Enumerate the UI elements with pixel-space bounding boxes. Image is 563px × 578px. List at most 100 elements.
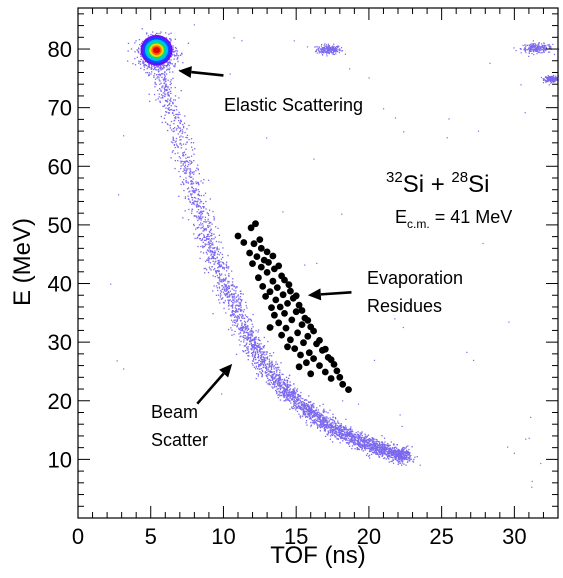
- beam-scatter-dot: [251, 339, 253, 341]
- beam-scatter-dot: [295, 389, 298, 391]
- beam-scatter-dot: [226, 287, 228, 289]
- background-dot: [549, 45, 551, 47]
- residue-point: [257, 244, 265, 252]
- beam-scatter-dot: [287, 398, 289, 400]
- beam-scatter-dot: [405, 447, 407, 449]
- beam-scatter-dot: [167, 79, 169, 81]
- beam-scatter-dot: [229, 299, 231, 301]
- beam-scatter-dot: [384, 448, 386, 450]
- beam-scatter-dot: [330, 427, 332, 429]
- beam-scatter-dot: [193, 173, 195, 175]
- noise-dot: [489, 62, 491, 64]
- beam-scatter-dot: [244, 314, 247, 316]
- beam-scatter-dot: [209, 239, 211, 241]
- beam-scatter-dot: [208, 235, 210, 238]
- beam-scatter-dot: [230, 300, 233, 302]
- beam-scatter-dot: [250, 333, 253, 336]
- beam-scatter-dot: [368, 448, 371, 450]
- beam-scatter-dot: [207, 226, 209, 229]
- beam-scatter-dot: [203, 229, 205, 232]
- elastic-halo-dot: [172, 45, 174, 47]
- beam-scatter-dot: [356, 446, 358, 449]
- elastic-halo-dot: [142, 60, 144, 62]
- residue-point: [321, 368, 329, 376]
- beam-scatter-dot: [334, 429, 336, 431]
- beam-scatter-dot: [292, 390, 295, 392]
- beam-scatter-dot: [175, 129, 178, 131]
- beam-scatter-dot: [336, 431, 338, 433]
- beam-scatter-dot: [180, 139, 182, 141]
- beam-scatter-dot: [318, 414, 320, 416]
- beam-scatter-dot: [162, 85, 164, 87]
- residue-point: [295, 301, 303, 309]
- beam-scatter-dot: [262, 351, 264, 353]
- beam-scatter-dot: [339, 432, 342, 434]
- background-dot: [341, 50, 343, 52]
- beam-scatter-dot: [231, 270, 233, 272]
- beam-scatter-dot: [211, 223, 213, 225]
- beam-scatter-dot: [262, 366, 264, 369]
- beam-scatter-dot: [401, 464, 403, 466]
- beam-scatter-dot: [407, 452, 409, 455]
- background-dot: [334, 47, 336, 49]
- beam-scatter-dot: [405, 453, 407, 455]
- beam-scatter-dot: [256, 362, 259, 364]
- beam-scatter-dot: [299, 405, 301, 408]
- beam-scatter-dot: [387, 457, 389, 459]
- noise-dot: [466, 351, 468, 353]
- beam-scatter-dot: [299, 400, 301, 402]
- beam-scatter-dot: [262, 370, 264, 373]
- beam-scatter-dot: [180, 142, 182, 145]
- beam-scatter-dot: [306, 415, 308, 418]
- beam-scatter-dot: [277, 382, 279, 384]
- beam-scatter-dot: [195, 228, 197, 230]
- beam-scatter-dot: [320, 420, 323, 422]
- beam-scatter-dot: [403, 448, 405, 450]
- elastic-halo-dot: [134, 57, 136, 60]
- beam-scatter-dot: [389, 451, 391, 453]
- beam-scatter-dot: [246, 347, 248, 349]
- beam-scatter-dot: [401, 453, 404, 455]
- background-dot: [335, 53, 337, 55]
- beam-scatter-dot: [167, 108, 170, 110]
- elastic-halo-dot: [174, 55, 176, 57]
- beam-scatter-dot: [225, 312, 227, 314]
- beam-scatter-dot: [215, 226, 217, 228]
- background-dot: [530, 45, 532, 47]
- beam-scatter-dot: [218, 259, 220, 261]
- beam-scatter-dot: [320, 419, 322, 421]
- background-dot: [333, 53, 335, 56]
- beam-scatter-dot: [248, 337, 250, 339]
- beam-scatter-dot: [211, 250, 213, 252]
- beam-scatter-dot: [251, 352, 253, 354]
- beam-scatter-dot: [305, 403, 308, 405]
- beam-scatter-dot: [303, 405, 305, 408]
- beam-scatter-dot: [237, 295, 239, 297]
- beam-scatter-dot: [341, 434, 344, 436]
- beam-scatter-dot: [207, 249, 209, 251]
- beam-scatter-dot: [331, 434, 334, 436]
- beam-scatter-dot: [270, 376, 273, 378]
- beam-scatter-dot: [340, 423, 342, 425]
- noise-dot: [180, 129, 182, 131]
- beam-scatter-dot: [186, 161, 188, 163]
- background-dot: [323, 44, 325, 46]
- beam-scatter-dot: [375, 446, 377, 448]
- noise-dot: [448, 118, 450, 120]
- beam-scatter-dot: [307, 408, 310, 410]
- beam-scatter-dot: [282, 393, 284, 396]
- beam-scatter-dot: [259, 371, 261, 373]
- residue-point: [327, 356, 335, 364]
- beam-scatter-dot: [242, 350, 244, 352]
- beam-scatter-dot: [338, 432, 340, 434]
- beam-scatter-dot: [314, 419, 316, 421]
- beam-scatter-dot: [310, 421, 312, 424]
- beam-scatter-dot: [235, 299, 238, 301]
- beam-scatter-dot: [180, 165, 182, 167]
- beam-scatter-dot: [319, 427, 322, 429]
- beam-scatter-dot: [200, 210, 202, 212]
- beam-scatter-dot: [294, 396, 296, 398]
- beam-scatter-dot: [238, 302, 240, 304]
